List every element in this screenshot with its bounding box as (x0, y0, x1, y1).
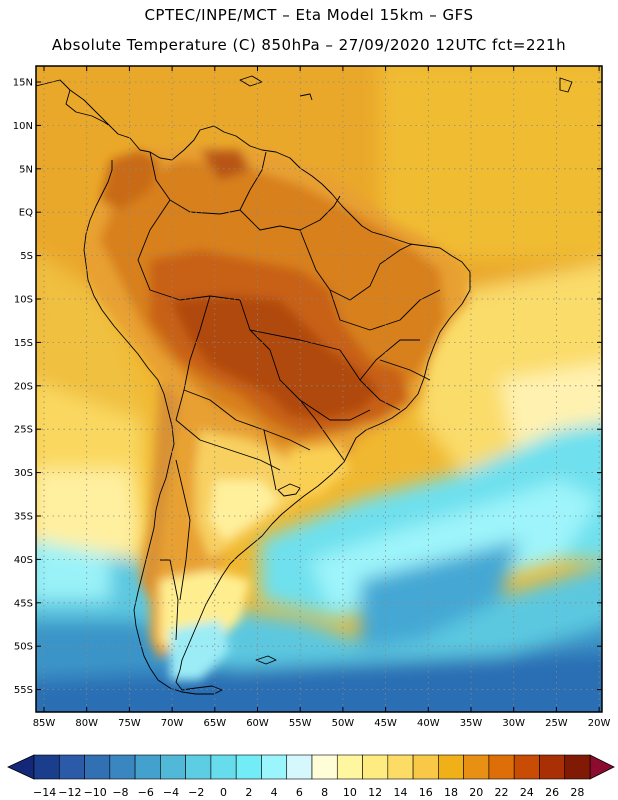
longitude-labels: 85W 80W 75W 70W 65W 60W 55W 50W 45W 40W 35W 30W 25W 2… (33, 718, 611, 729)
colorbar-label: 4 (271, 786, 278, 799)
lon-label: 40W (417, 718, 440, 729)
colorbar-cell (134, 754, 161, 780)
latitude-labels: 15N 10N 5N EQ 5S 10S 15S 20S 25S 30S 35S 40S 45S 50S 5… (13, 78, 33, 697)
colorbar-label: 24 (520, 786, 534, 799)
lat-label: 10N (13, 121, 33, 132)
colorbar-label: 16 (419, 786, 433, 799)
lat-label: 40S (14, 555, 33, 566)
temperature-field (36, 66, 602, 712)
colorbar-cell (58, 754, 85, 780)
lon-label: 70W (161, 718, 184, 729)
colorbar-cell (539, 754, 566, 780)
colorbar-cell (261, 754, 288, 780)
lat-label: 5N (19, 164, 33, 175)
colorbar-cell (84, 754, 111, 780)
lat-label: 55S (14, 685, 33, 696)
graticule (36, 66, 602, 712)
colorbar-cell (210, 754, 237, 780)
colorbar-label: 10 (343, 786, 357, 799)
colorbar-label: −10 (84, 786, 107, 799)
colorbar-cell (513, 754, 540, 780)
colorbar-cell (33, 754, 60, 780)
colorbar-cell (160, 754, 186, 780)
lat-label: 15N (13, 78, 33, 89)
colorbar-label: −6 (138, 786, 154, 799)
lat-label: EQ (19, 208, 33, 219)
lat-label: 50S (14, 642, 33, 653)
colorbar-label: 6 (296, 786, 303, 799)
colorbar-cell (109, 754, 136, 780)
lon-label: 65W (203, 718, 226, 729)
chart-title-line-2: Absolute Temperature (C) 850hPa – 27/09/… (51, 36, 567, 54)
chart-title-line-1: CPTEC/INPE/MCT – Eta Model 15km – GFS (144, 6, 474, 24)
lon-label: 60W (246, 718, 269, 729)
colorbar-label: −14 (33, 786, 56, 799)
colorbar-cell (235, 754, 262, 780)
lon-label: 35W (460, 718, 483, 729)
lon-label: 55W (289, 718, 312, 729)
colorbar-label: 2 (245, 786, 252, 799)
lat-label: 25S (14, 425, 33, 436)
colorbar-cell (185, 754, 212, 780)
lon-label: 50W (332, 718, 355, 729)
lon-label: 25W (545, 718, 568, 729)
colorbar-cell (463, 754, 490, 780)
colorbar-cell (336, 754, 363, 780)
colorbar-cell (564, 754, 591, 780)
colorbar-label: −8 (112, 786, 128, 799)
colorbar-cell (311, 754, 338, 780)
colorbar-cell (387, 754, 414, 780)
colorbar-cell (412, 754, 439, 780)
lon-label: 30W (502, 718, 525, 729)
colorbar-label: 12 (368, 786, 382, 799)
colorbar-label: 26 (545, 786, 559, 799)
colorbar-cell (488, 754, 515, 780)
colorbar-cell (438, 754, 464, 780)
colorbar-label: 20 (469, 786, 483, 799)
colorbar-label: −2 (188, 786, 204, 799)
lat-label: 20S (14, 381, 33, 392)
colorbar-cell (286, 754, 313, 780)
lat-label: 10S (14, 295, 33, 306)
colorbar-label: 14 (393, 786, 407, 799)
lat-label: 5S (20, 251, 33, 262)
colorbar-cell (362, 754, 389, 780)
colorbar-low-arrow (7, 754, 35, 780)
lon-label: 85W (33, 718, 56, 729)
colorbar-label: −12 (58, 786, 81, 799)
colorbar-label: 0 (220, 786, 227, 799)
colorbar-label: −4 (163, 786, 179, 799)
lat-label: 30S (14, 468, 33, 479)
lat-label: 15S (14, 338, 33, 349)
lon-label: 75W (118, 718, 141, 729)
colorbar-label: 18 (444, 786, 458, 799)
lon-label: 45W (374, 718, 397, 729)
colorbar-label: 8 (321, 786, 328, 799)
map-frame (35, 65, 603, 713)
lon-label: 20W (588, 718, 611, 729)
lon-label: 80W (75, 718, 98, 729)
colorbar-label: 28 (570, 786, 584, 799)
colorbar-label: 22 (495, 786, 509, 799)
lat-label: 35S (14, 512, 33, 523)
colorbar-high-arrow (589, 754, 615, 780)
lat-label: 45S (14, 598, 33, 609)
